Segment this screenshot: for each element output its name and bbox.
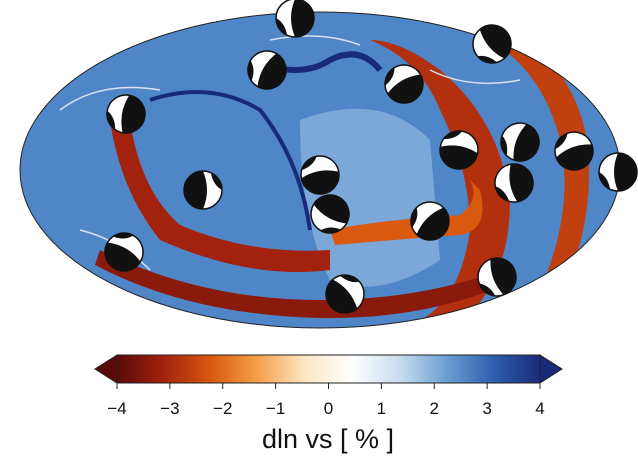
beachball-quadrant — [276, 18, 287, 35]
beachball-quadrant — [320, 227, 341, 233]
beachball-quadrant — [555, 133, 568, 150]
beachball-quadrant — [513, 124, 539, 161]
subduction-zone — [149, 90, 312, 231]
focal-mechanisms — [104, 0, 638, 314]
beachball-quadrant — [495, 186, 510, 202]
beachball — [106, 94, 146, 134]
beachball-quadrant — [501, 135, 508, 156]
beachball — [300, 155, 340, 195]
atlantic-ridge — [470, 20, 590, 300]
beachball-quadrant — [301, 170, 339, 194]
beachball — [494, 163, 534, 203]
beachball — [477, 257, 517, 297]
beachball-quadrant — [105, 242, 141, 271]
beachball — [183, 170, 223, 210]
beachball — [310, 194, 350, 234]
beachball-quadrant — [291, 0, 314, 37]
beachball-quadrant — [614, 153, 637, 191]
beachball-quadrant — [107, 110, 116, 130]
beachball — [500, 122, 540, 162]
beachball-quadrant — [257, 53, 286, 89]
east-pacific-rise — [370, 40, 510, 328]
beachball — [247, 50, 287, 90]
beachball-quadrant — [121, 95, 145, 133]
colorbar-tick-label: 3 — [482, 399, 491, 418]
beachball-quadrant — [599, 172, 610, 189]
colorbar: −4 −3 −2 −1 0 1 2 3 4 — [94, 354, 563, 418]
beachball-quadrant — [509, 164, 533, 202]
colorbar-tick-label: −1 — [266, 399, 285, 418]
beachball-quadrant — [385, 67, 395, 86]
beachball-quadrant — [184, 171, 207, 209]
beachball-quadrant — [326, 279, 358, 313]
colorbar-tick-label: 4 — [535, 399, 544, 418]
beachball-quadrant — [387, 74, 423, 103]
beachball-quadrant — [479, 283, 496, 296]
beachball — [325, 274, 365, 314]
colorbar-bar — [116, 354, 541, 384]
colorbar-label: dln vs [ % ] — [262, 424, 394, 454]
beachball — [104, 232, 144, 272]
colorbar-tick-label: −4 — [107, 399, 126, 418]
southern-ridge — [95, 250, 505, 319]
beachball — [439, 130, 479, 170]
beachball-quadrant — [416, 207, 449, 240]
beachball-quadrant — [313, 195, 349, 224]
beachball-quadrant — [477, 55, 497, 63]
beachball-quadrant — [411, 207, 418, 228]
beachball — [384, 64, 424, 104]
beachball — [410, 201, 450, 241]
coastline — [59, 35, 521, 271]
beachball-quadrant — [490, 258, 516, 295]
colorbar-min-arrow — [94, 354, 118, 384]
colorbar-max-arrow — [539, 354, 563, 384]
colorbar-tick-label: 2 — [430, 399, 439, 418]
indian-ridge — [110, 120, 330, 272]
colorbar-tick-label: 0 — [324, 399, 333, 418]
beachball-quadrant — [443, 131, 463, 140]
beachball-quadrant — [556, 144, 593, 170]
beachball-quadrant — [479, 25, 511, 59]
beachball — [275, 0, 315, 38]
beachball-quadrant — [211, 173, 222, 190]
beachball-quadrant — [301, 156, 317, 171]
beachball — [472, 24, 512, 64]
beachball-quadrant — [340, 275, 360, 283]
beachball-quadrant — [440, 145, 478, 169]
beachball-quadrant — [248, 60, 254, 81]
colorbar-tick-label: −2 — [213, 399, 232, 418]
beachball — [598, 152, 638, 192]
colorbar-tick-label: −3 — [160, 399, 179, 418]
beachball-quadrant — [113, 233, 134, 239]
colorbar-tick-label: 1 — [377, 399, 386, 418]
beachball — [554, 131, 594, 171]
